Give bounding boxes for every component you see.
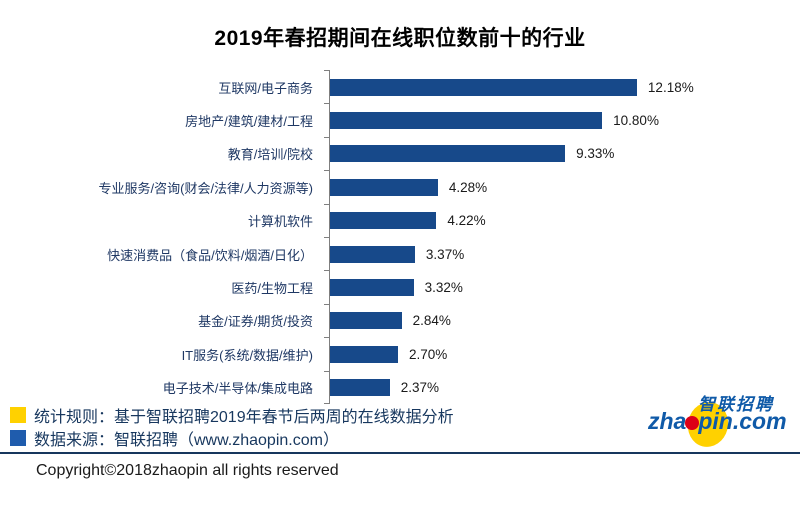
axis-tick [324,237,330,238]
copyright-text: Copyright©2018zhaopin all rights reserve… [36,462,339,479]
axis-tick [324,103,330,105]
axis-tick [324,403,330,404]
footnote-source-text: 数据来源：智联招聘（www.zhaopin.com） [34,432,339,449]
axis-tick [324,170,330,172]
bar [330,245,415,263]
blue-swatch-icon [10,430,26,446]
axis-tick [324,70,330,71]
chart-row: 房地产/建筑/建材/工程 10.80% [0,103,800,137]
value-label: 2.37% [400,380,439,396]
category-label: IT服务(系统/数据/维护) [181,347,313,363]
bar-chart: 互联网/电子商务 12.18% 房地产/建筑/建材/工程 10.80% 教育/培训/院校… [0,70,800,404]
axis-tick [324,136,330,138]
bar [330,178,438,196]
value-label: 4.22% [447,213,486,229]
footer-divider [0,452,800,454]
value-label: 9.33% [576,146,615,162]
logo-domain-text: zha pin.com [648,408,787,435]
category-label: 快速消费品（食品/饮料/烟酒/日化） [107,247,313,263]
category-label: 基金/证券/期货/投资 [198,314,313,330]
value-label: 4.28% [448,179,488,195]
value-label: 12.18% [647,79,694,95]
bar [330,345,399,363]
chart-rows: 互联网/电子商务 12.18% 房地产/建筑/建材/工程 10.80% 教育/培训/院校… [0,70,800,404]
bar [330,212,437,230]
footnote-rule-text: 统计规则：基于智联招聘2019年春节后两周的在线数据分析 [34,409,454,426]
logo-red-dot-icon [685,416,700,430]
footnote-source: 数据来源：智联招聘（www.zhaopin.com） [10,428,454,449]
category-label: 互联网/电子商务 [218,80,313,96]
axis-tick [324,203,330,205]
axis-tick [324,270,330,272]
value-label: 3.32% [424,279,463,295]
logo-domain-pre: zha [648,408,687,434]
bar [330,312,402,330]
yellow-swatch-icon [10,407,26,423]
chart-row: 教育/培训/院校 9.33% [0,137,800,171]
chart-row: 计算机软件 4.22% [0,204,800,238]
chart-row: 互联网/电子商务 12.18% [0,70,800,104]
value-label: 3.37% [425,246,465,262]
category-label: 房地产/建筑/建材/工程 [185,113,313,129]
category-label: 医药/生物工程 [231,280,313,296]
bar [330,278,414,296]
value-label: 10.80% [613,112,659,128]
category-label: 专业服务/咨询(财会/法律/人力资源等) [98,180,314,196]
bar [330,111,603,129]
axis-tick [324,370,330,372]
footnote-rule: 统计规则：基于智联招聘2019年春节后两周的在线数据分析 [10,405,454,426]
logo-chinese-text: 智联招聘 [698,395,774,414]
chart-row: 专业服务/咨询(财会/法律/人力资源等) 4.28% [0,170,800,204]
chart-row: 电子技术/半导体/集成电路 2.37% [0,371,800,405]
value-label: 2.70% [409,346,448,362]
chart-row: IT服务(系统/数据/维护) 2.70% [0,337,800,371]
value-label: 2.84% [412,313,451,329]
bar [330,379,390,397]
footnotes: 统计规则：基于智联招聘2019年春节后两周的在线数据分析 数据来源：智联招聘（w… [10,405,454,449]
chart-row: 快速消费品（食品/饮料/烟酒/日化） 3.37% [0,237,800,271]
bar [330,78,637,96]
bar [330,145,566,163]
axis-tick [324,303,330,305]
zhaopin-logo: 智联招聘 zha pin.com [648,390,796,452]
chart-row: 医药/生物工程 3.32% [0,270,800,304]
chart-title: 2019年春招期间在线职位数前十的行业 [214,27,586,50]
category-label: 教育/培训/院校 [227,147,313,163]
axis-tick [324,337,330,339]
logo-domain-post: pin.com [698,408,787,434]
category-label: 电子技术/半导体/集成电路 [162,381,313,397]
chart-row: 基金/证券/期货/投资 2.84% [0,304,800,338]
category-label: 计算机软件 [247,214,313,230]
